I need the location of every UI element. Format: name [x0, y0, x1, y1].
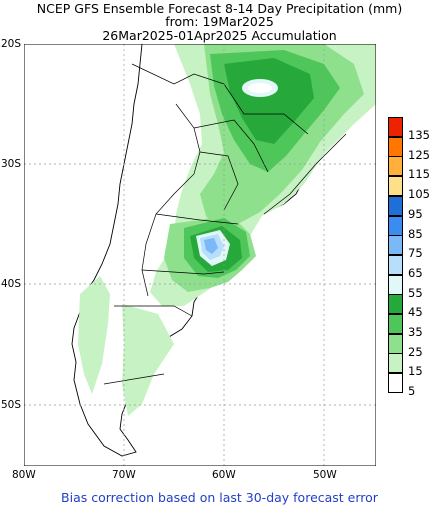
legend-swatch — [388, 117, 403, 137]
lon-label-80w: 80W — [12, 469, 36, 481]
legend-swatch — [388, 215, 403, 236]
lon-label-60w: 60W — [212, 469, 236, 481]
lat-label-50s: 50S — [1, 399, 22, 411]
legend-label: 65 — [408, 265, 423, 280]
title-line-3: 26Mar2025-01Apr2025 Accumulation — [102, 28, 337, 43]
lat-label-30s: 30S — [1, 158, 22, 170]
legend-label: 85 — [408, 226, 423, 241]
legend-swatch — [388, 235, 403, 256]
grid — [24, 44, 376, 466]
legend-label: 95 — [408, 206, 423, 221]
legend-label: 5 — [408, 384, 416, 399]
legend-swatch — [388, 314, 403, 334]
legend-label: 135 — [408, 128, 430, 142]
legend-label: 115 — [408, 167, 430, 182]
legend-label: 55 — [408, 285, 423, 300]
lon-label-70w: 70W — [112, 469, 136, 481]
legend-label: 105 — [408, 187, 430, 202]
footer-note: Bias correction based on last 30-day for… — [61, 490, 378, 505]
legend-swatch — [388, 176, 403, 197]
lon-label-50w: 50W — [313, 469, 337, 481]
precipitation-map — [24, 44, 376, 466]
legend-label: 45 — [408, 305, 423, 320]
legend-label: 35 — [408, 325, 423, 339]
legend-label: 75 — [408, 246, 423, 261]
lat-label-20s: 20S — [1, 38, 22, 50]
legend-swatch — [388, 333, 403, 354]
legend-label: 15 — [408, 364, 423, 379]
title-line-2: from: 19Mar2025 — [165, 14, 274, 29]
legend-swatch — [388, 274, 403, 295]
legend-swatch — [388, 195, 403, 216]
legend-swatch — [388, 254, 403, 275]
precip-shading — [78, 44, 376, 416]
legend-swatch — [388, 136, 403, 157]
legend-swatch — [388, 294, 403, 315]
title-line-1: NCEP GFS Ensemble Forecast 8-14 Day Prec… — [36, 1, 403, 16]
legend-label: 25 — [408, 344, 423, 359]
legend-swatch — [388, 373, 403, 394]
political-borders — [103, 63, 347, 385]
legend-label: 125 — [408, 147, 430, 162]
lat-label-40s: 40S — [1, 278, 22, 290]
legend-swatch — [388, 156, 403, 177]
legend-swatch — [388, 353, 403, 374]
